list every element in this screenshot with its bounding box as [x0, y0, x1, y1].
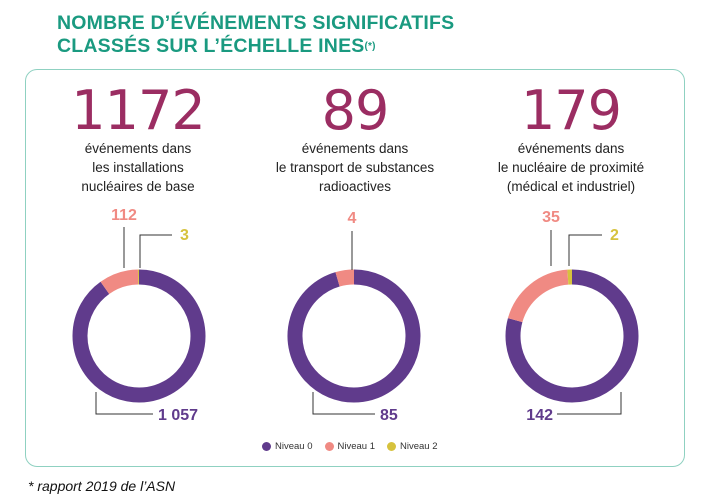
data-label-2-1: 35	[542, 209, 560, 226]
data-label-1-1: 4	[348, 210, 357, 227]
donut-slice-2-0	[505, 269, 639, 403]
legend-label: Niveau 1	[337, 441, 376, 452]
desc-line: radioactives	[318, 179, 392, 194]
leader-line-2-2	[568, 234, 602, 266]
donut-slice-0-0	[72, 269, 206, 403]
desc-line: le nucléaire de proximité	[497, 160, 645, 175]
donut-slice-1-0	[287, 269, 421, 403]
title-line-2: CLASSÉS SUR L’ÉCHELLE INES(*)	[57, 35, 454, 58]
leader-line-0-0	[95, 392, 153, 415]
desc-line: nucléaires de base	[81, 179, 195, 194]
legend-swatch-niveau1	[324, 442, 334, 451]
donut-slice-1-1	[335, 269, 355, 287]
footnote: * rapport 2019 de l’ASN	[28, 478, 176, 494]
legend-item-niveau0: Niveau 0	[262, 441, 313, 452]
legend-item-niveau2: Niveau 2	[387, 441, 438, 452]
legend-swatch-niveau2	[387, 442, 396, 451]
title-footnote-marker: (*)	[364, 41, 376, 52]
column-installations: 1172 événements dans les installations n…	[28, 83, 248, 196]
legend-item-niveau1: Niveau 1	[324, 441, 376, 452]
legend: Niveau 0 Niveau 1 Niveau 2	[262, 441, 438, 452]
infographic-panel	[25, 69, 685, 467]
leader-line-0-2	[139, 234, 172, 268]
desc-line: les installations	[92, 160, 184, 175]
data-label-0-0: 1 057	[158, 407, 198, 424]
total-transport: 89	[321, 79, 390, 142]
data-label-2-2: 2	[610, 227, 619, 244]
desc-line: événements dans	[84, 141, 192, 156]
desc-installations: événements dans les installations nucléa…	[28, 139, 248, 196]
total-installations: 1172	[71, 79, 205, 142]
page-title: NOMBRE D’ÉVÉNEMENTS SIGNIFICATIFS CLASSÉ…	[57, 12, 454, 58]
desc-line: événements dans	[301, 141, 409, 156]
desc-transport: événements dans le transport de substanc…	[245, 139, 465, 196]
data-label-0-2: 3	[180, 227, 189, 244]
desc-line: événements dans	[517, 141, 625, 156]
legend-label: Niveau 0	[275, 441, 313, 452]
title-line-2-text: CLASSÉS SUR L’ÉCHELLE INES	[57, 35, 365, 57]
data-label-1-0: 85	[380, 407, 398, 424]
title-line-1: NOMBRE D’ÉVÉNEMENTS SIGNIFICATIFS	[57, 12, 455, 34]
desc-line: le transport de substances	[275, 160, 435, 175]
data-label-0-1: 112	[111, 207, 137, 224]
desc-proximite: événements dans le nucléaire de proximit…	[461, 139, 681, 196]
data-label-2-0: 142	[526, 407, 553, 424]
leader-line-1-0	[312, 392, 375, 415]
total-proximite: 179	[520, 79, 622, 142]
legend-label: Niveau 2	[400, 441, 438, 452]
donut-slice-2-1	[507, 269, 569, 323]
column-transport: 89 événements dans le transport de subst…	[245, 83, 465, 196]
donut-slice-0-1	[100, 269, 139, 295]
legend-swatch-niveau0	[262, 442, 271, 451]
desc-line: (médical et industriel)	[506, 179, 636, 194]
leader-line-2-0	[557, 392, 622, 415]
column-proximite: 179 événements dans le nucléaire de prox…	[461, 83, 681, 196]
